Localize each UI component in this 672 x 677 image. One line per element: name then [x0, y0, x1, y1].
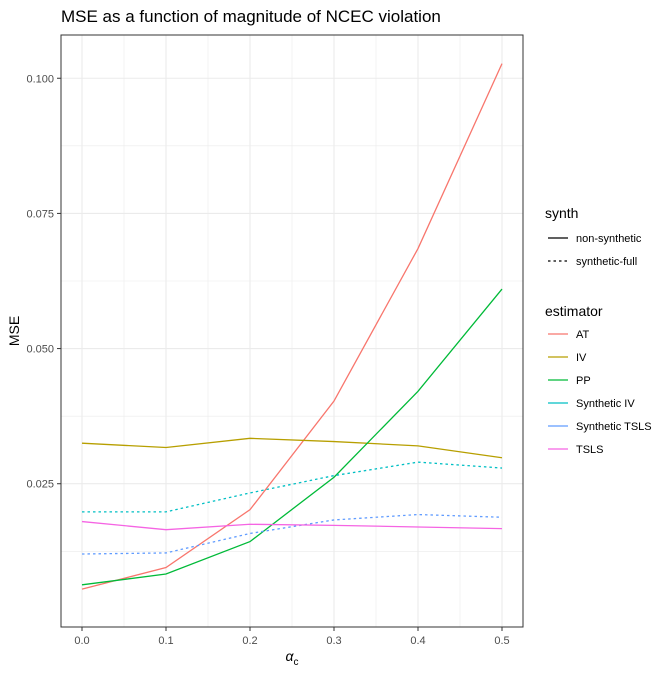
grid-minor	[61, 35, 523, 627]
x-tick-label: 0.2	[242, 635, 257, 647]
x-tick-label: 0.4	[410, 635, 425, 647]
y-tick-label: 0.025	[26, 479, 54, 491]
y-tick-label: 0.075	[26, 208, 54, 220]
legend-estimator-title: estimator	[545, 303, 603, 319]
legend-synth-title: synth	[545, 205, 578, 221]
legend-synth: synth non-synthetic synthetic-full	[545, 205, 642, 268]
plot-border	[60, 34, 524, 628]
series-line-at	[81, 63, 503, 590]
x-axis-label: αc	[286, 648, 299, 668]
series-line-synthetic-tsls	[81, 513, 503, 555]
series-layer	[81, 63, 503, 590]
legend-estimator-label: IV	[576, 352, 587, 364]
chart-title: MSE as a function of magnitude of NCEC v…	[61, 7, 441, 26]
legend-synth-label: synthetic-full	[576, 256, 637, 268]
legend-estimator-label: Synthetic IV	[576, 398, 635, 410]
y-axis-label: MSE	[6, 316, 22, 346]
legend-estimator-label: Synthetic TSLS	[576, 421, 652, 433]
x-tick-label: 0.1	[158, 635, 173, 647]
legend-synth-label: non-synthetic	[576, 233, 642, 245]
x-tick-label: 0.3	[326, 635, 341, 647]
legend-estimator-label: AT	[576, 329, 590, 341]
x-axis-label-subscript: c	[293, 657, 298, 668]
x-tick-label: 0.5	[494, 635, 509, 647]
y-axis: 0.025 0.050 0.075 0.100	[26, 73, 61, 491]
series-line-tsls	[81, 520, 503, 531]
legend-estimator: estimator AT IV PP Synthetic IV Synthetic TS…	[545, 303, 652, 456]
series-line-pp	[81, 288, 503, 586]
x-axis: 0.0 0.1 0.2 0.3 0.4 0.5	[74, 627, 510, 647]
x-tick-label: 0.0	[74, 635, 89, 647]
y-tick-label: 0.100	[26, 73, 54, 85]
legend-estimator-label: TSLS	[576, 444, 604, 456]
legend-estimator-label: PP	[576, 375, 591, 387]
x-axis-label-main: α	[286, 648, 295, 664]
y-tick-label: 0.050	[26, 344, 54, 356]
series-line-iv	[81, 437, 503, 459]
